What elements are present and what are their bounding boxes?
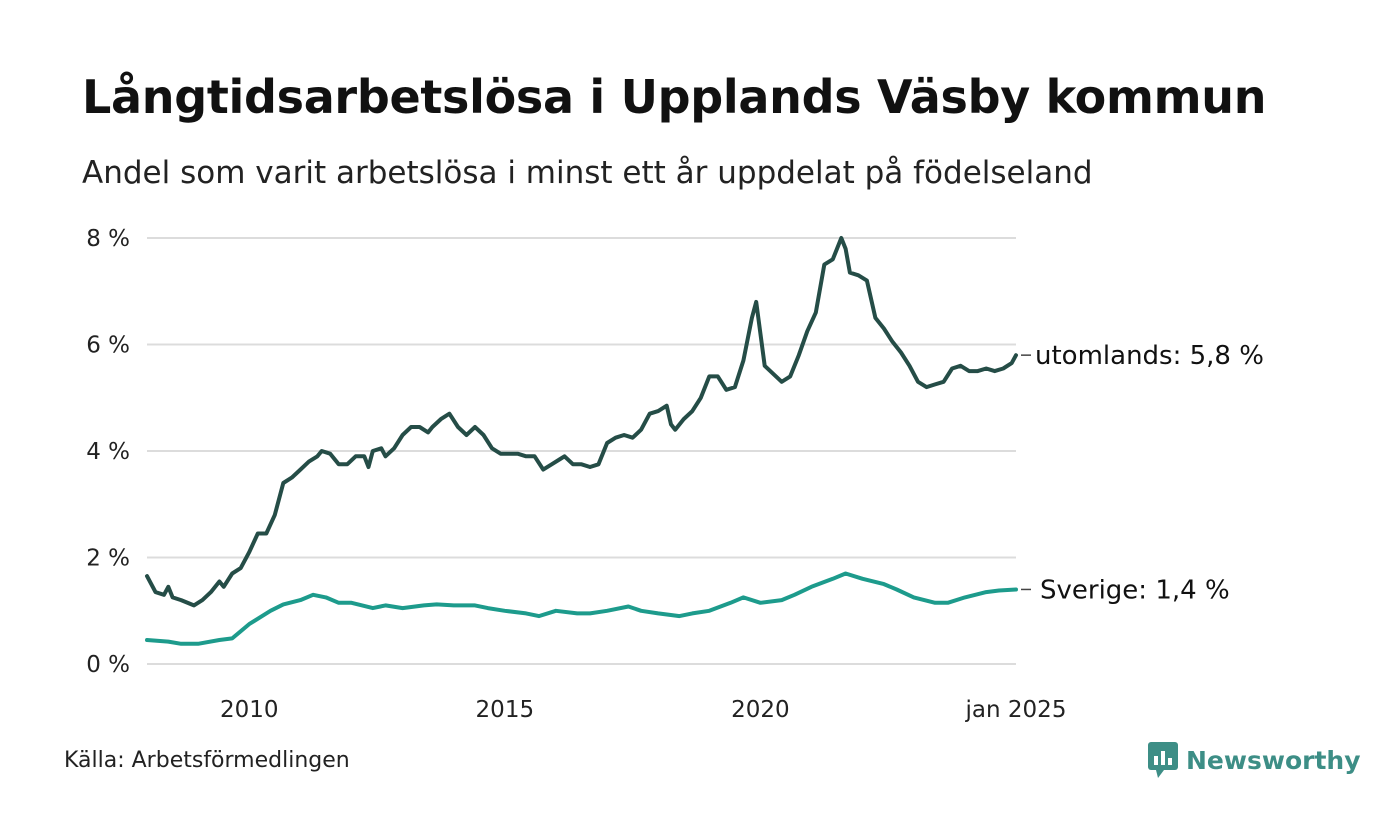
source-note: Källa: Arbetsförmedlingen (64, 748, 350, 773)
y-axis-ticks: 0 % 2 % 4 % 6 % 8 % (86, 226, 130, 678)
x-tick-label: 2015 (476, 697, 535, 723)
line-chart: 0 % 2 % 4 % 6 % 8 % 2010 2015 2020 jan 2025 uto… (86, 226, 1264, 723)
series-end-label: Sverige: 1,4 % (1040, 575, 1230, 605)
y-tick-label: 4 % (86, 439, 130, 465)
chart-subtitle: Andel som varit arbetslösa i minst ett å… (82, 155, 1093, 191)
series-end-label: utomlands: 5,8 % (1035, 341, 1264, 371)
y-tick-label: 2 % (86, 546, 130, 572)
y-tick-label: 0 % (86, 652, 130, 678)
chart-title: Långtidsarbetslösa i Upplands Väsby komm… (82, 70, 1267, 124)
newsworthy-logo-icon (1148, 742, 1178, 778)
series-end-labels: utomlands: 5,8 % Sverige: 1,4 % (1021, 341, 1264, 605)
x-tick-label: 2020 (731, 697, 790, 723)
brand-name: Newsworthy (1186, 745, 1361, 775)
x-tick-label: 2010 (220, 697, 279, 723)
series-line-utomlands (145, 236, 1018, 608)
x-axis-ticks: 2010 2015 2020 jan 2025 (220, 697, 1066, 723)
y-tick-label: 6 % (86, 333, 130, 359)
brand-logo: Newsworthy (1148, 742, 1361, 778)
series-lines (145, 236, 1018, 646)
x-tick-label: jan 2025 (965, 697, 1067, 723)
series-line-sverige (145, 571, 1018, 646)
y-tick-label: 8 % (86, 226, 130, 252)
gridlines (147, 237, 1016, 665)
